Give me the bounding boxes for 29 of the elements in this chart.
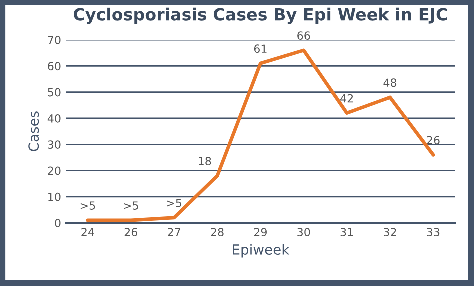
x-tick-label: 29 (254, 228, 267, 237)
y-tick-label: 30 (48, 140, 61, 150)
data-label: >5 (167, 199, 182, 208)
x-tick-label: 24 (82, 228, 94, 236)
data-label: 18 (199, 157, 212, 166)
x-tick-label: 30 (298, 228, 310, 237)
y-tick-label: 0 (55, 219, 61, 228)
x-tick-label: 33 (427, 228, 440, 237)
data-label: 61 (254, 44, 267, 54)
data-label: 26 (427, 136, 440, 145)
data-label: 66 (298, 32, 310, 40)
x-tick-label: 27 (168, 228, 180, 236)
data-label: >5 (80, 202, 96, 210)
x-tick-label: 28 (211, 228, 224, 237)
y-axis-title: Cases (28, 112, 40, 152)
y-tick-label: 60 (48, 62, 61, 71)
y-tick-label: 20 (48, 166, 61, 176)
x-tick-label: 26 (124, 228, 138, 237)
chart-title: Cyclosporiasis Cases By Epi Week in EJC (74, 8, 448, 24)
y-tick-label: 70 (48, 36, 61, 44)
y-tick-label: 40 (48, 114, 61, 123)
y-tick-label: 50 (48, 88, 61, 97)
data-label: 42 (340, 94, 354, 103)
x-axis-title: Epiweek (233, 244, 290, 258)
y-tick-label: 10 (48, 192, 61, 202)
x-tick-label: 31 (340, 228, 354, 237)
data-label: 48 (384, 78, 397, 88)
data-label: >5 (124, 202, 138, 210)
x-tick-label: 32 (384, 228, 396, 237)
